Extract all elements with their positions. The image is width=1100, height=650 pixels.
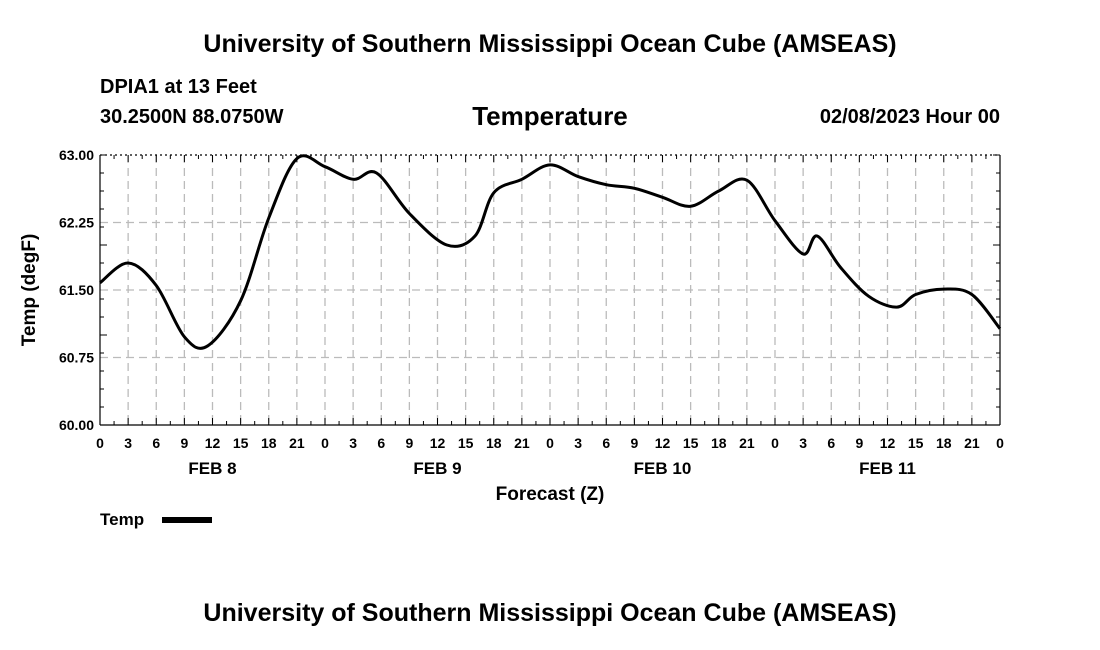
- x-tick-label: 0: [996, 435, 1004, 451]
- x-tick-label: 21: [964, 435, 980, 451]
- x-tick-label: 3: [124, 435, 132, 451]
- x-tick-label: 9: [855, 435, 863, 451]
- x-tick-label: 18: [261, 435, 277, 451]
- x-tick-label: 21: [289, 435, 305, 451]
- x-axis-label: Forecast (Z): [496, 484, 605, 505]
- x-tick-label: 6: [827, 435, 835, 451]
- variable-title: Temperature: [472, 101, 628, 131]
- x-tick-label: 18: [711, 435, 727, 451]
- x-tick-label: 12: [205, 435, 221, 451]
- x-tick-label: 15: [683, 435, 699, 451]
- x-tick-label: 21: [739, 435, 755, 451]
- y-tick-label: 61.50: [59, 282, 94, 298]
- y-tick-label: 63.00: [59, 147, 94, 163]
- x-tick-label: 15: [233, 435, 249, 451]
- footer-title: University of Southern Mississippi Ocean…: [203, 599, 897, 627]
- y-tick-label: 62.25: [59, 215, 94, 231]
- x-tick-label: 0: [321, 435, 329, 451]
- x-tick-label: 0: [96, 435, 104, 451]
- x-tick-label: 15: [908, 435, 924, 451]
- y-axis-label: Temp (degF): [19, 234, 40, 347]
- x-tick-label: 6: [377, 435, 385, 451]
- page-title: University of Southern Mississippi Ocean…: [203, 30, 897, 58]
- station-label: DPIA1 at 13 Feet: [100, 76, 257, 98]
- x-tick-label: 12: [880, 435, 896, 451]
- forecast-date: 02/08/2023 Hour 00: [819, 106, 1000, 128]
- x-tick-label: 6: [152, 435, 160, 451]
- day-label: FEB 10: [634, 459, 692, 478]
- day-label: FEB 8: [188, 459, 236, 478]
- y-tick-label: 60.00: [59, 417, 94, 433]
- x-tick-label: 12: [430, 435, 446, 451]
- x-tick-label: 3: [799, 435, 807, 451]
- x-tick-label: 15: [458, 435, 474, 451]
- x-tick-label: 0: [771, 435, 779, 451]
- x-tick-label: 3: [349, 435, 357, 451]
- x-tick-label: 18: [486, 435, 502, 451]
- series-line-temp: [99, 154, 1002, 350]
- legend-label: Temp: [100, 510, 144, 529]
- x-tick-label: 21: [514, 435, 530, 451]
- x-tick-label: 12: [655, 435, 671, 451]
- day-label: FEB 9: [413, 459, 461, 478]
- x-tick-label: 9: [180, 435, 188, 451]
- day-label: FEB 11: [859, 459, 916, 478]
- y-tick-label: 60.75: [59, 350, 94, 366]
- x-tick-label: 9: [630, 435, 638, 451]
- x-tick-label: 18: [936, 435, 952, 451]
- x-tick-label: 6: [602, 435, 610, 451]
- x-tick-label: 9: [405, 435, 413, 451]
- x-tick-label: 3: [574, 435, 582, 451]
- x-tick-label: 0: [546, 435, 554, 451]
- coordinates-label: 30.2500N 88.0750W: [100, 106, 284, 128]
